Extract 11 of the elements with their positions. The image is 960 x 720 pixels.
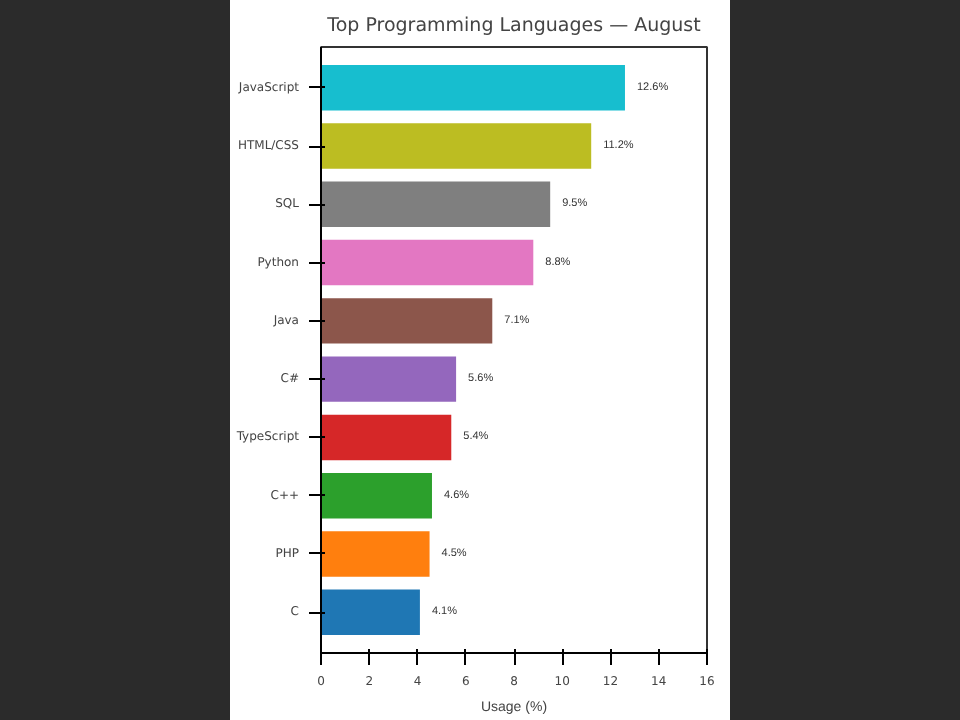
bar (321, 589, 420, 635)
bar (321, 531, 430, 577)
bar (321, 414, 452, 461)
bar (321, 181, 551, 228)
bar (321, 65, 625, 111)
bar (321, 356, 457, 402)
bar (321, 123, 592, 169)
bar (321, 298, 493, 344)
bar (321, 239, 534, 286)
bar (321, 472, 432, 519)
chart-title: Top Programming Languages — August (325, 15, 702, 37)
